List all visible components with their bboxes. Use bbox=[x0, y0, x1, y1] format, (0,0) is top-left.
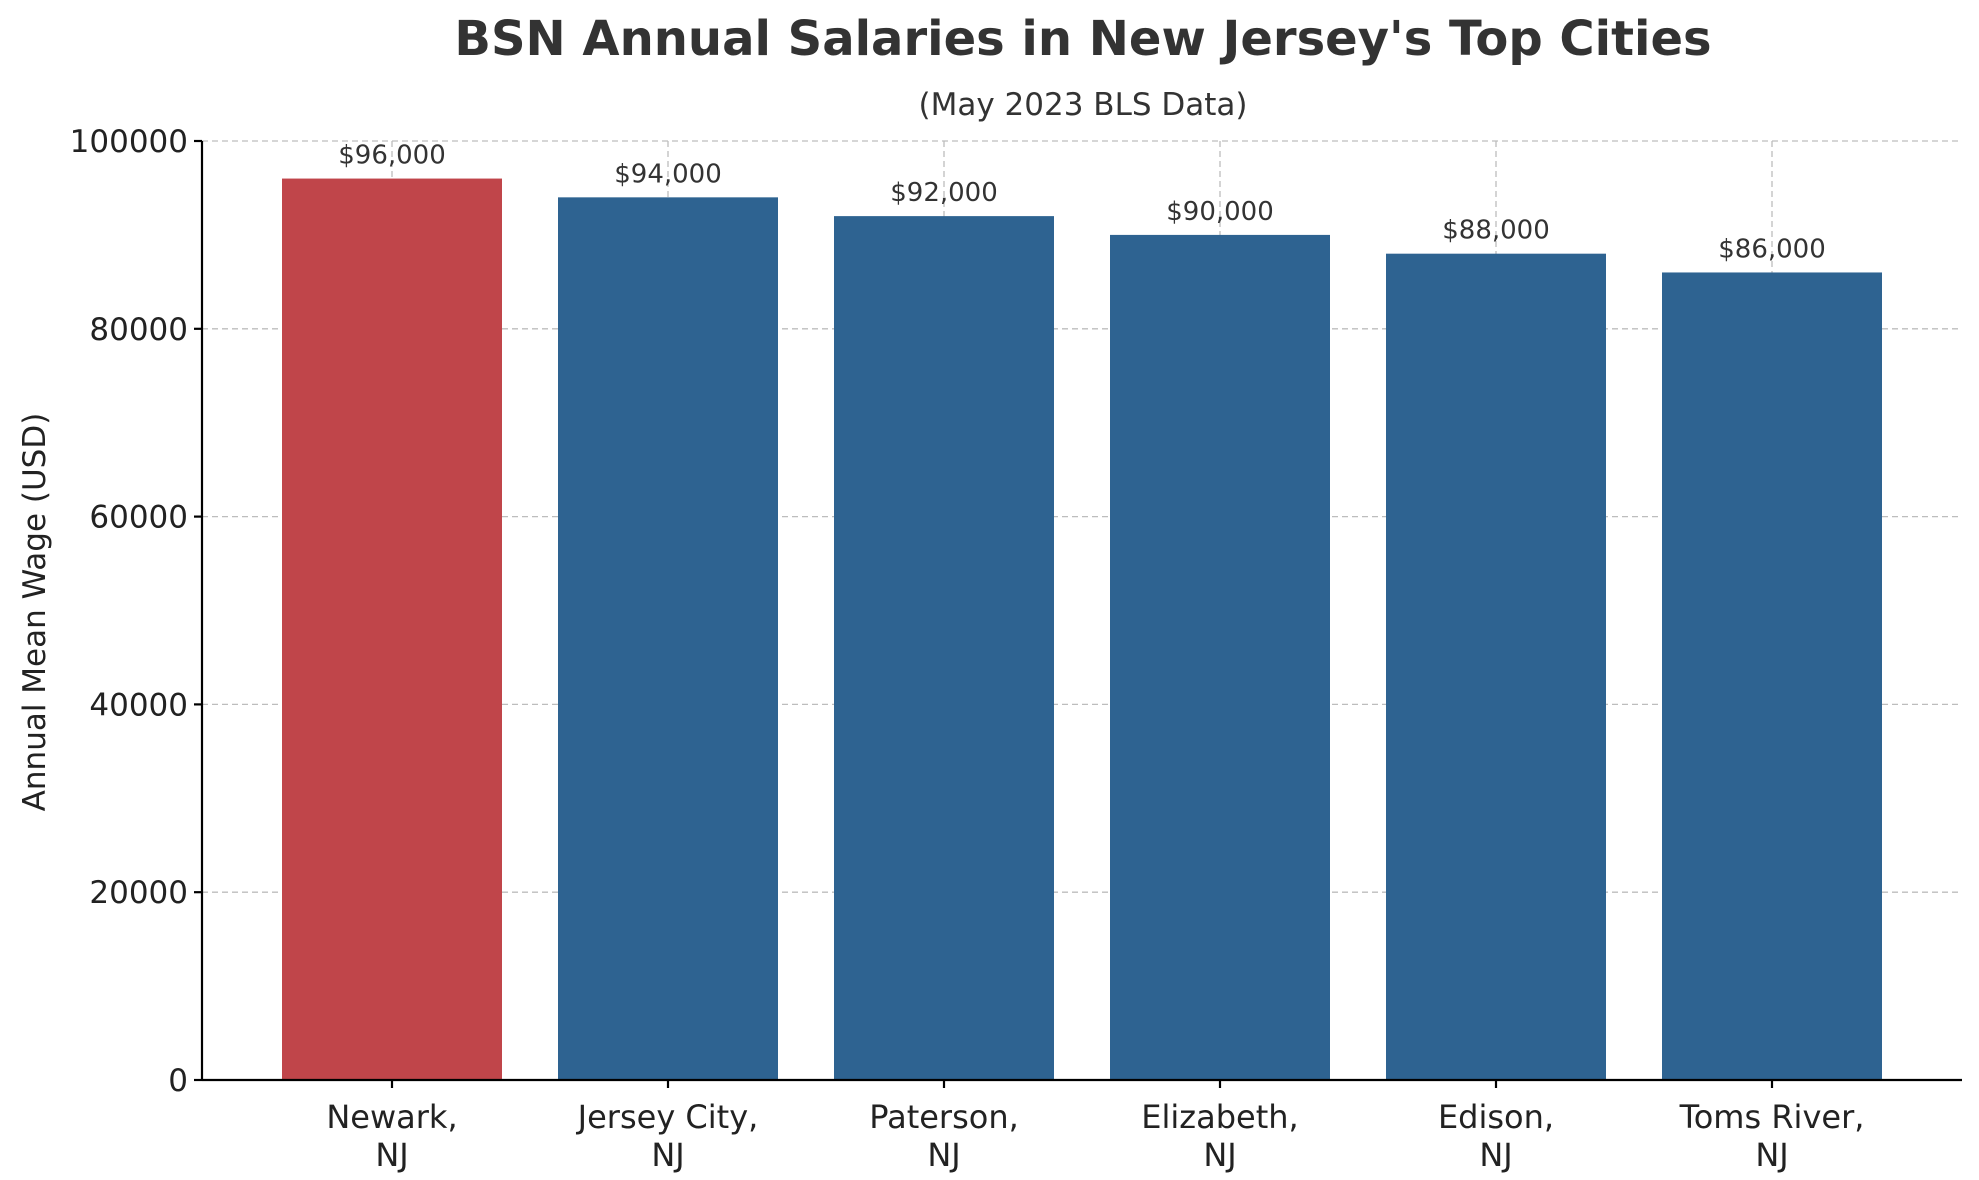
chart-subtitle: (May 2023 BLS Data) bbox=[919, 87, 1248, 123]
y-tick-label: 80000 bbox=[89, 312, 188, 348]
y-tick-label: 40000 bbox=[89, 687, 188, 723]
x-tick-label: Elizabeth, NJ bbox=[1141, 1098, 1298, 1174]
x-tick-label-line: NJ bbox=[927, 1136, 960, 1174]
x-tick-label-line: NJ bbox=[1203, 1136, 1236, 1174]
bar bbox=[282, 178, 502, 1080]
bar bbox=[1662, 272, 1882, 1081]
x-tick-label-line: NJ bbox=[375, 1136, 408, 1174]
data-label: $86,000 bbox=[1718, 234, 1826, 264]
axes bbox=[194, 139, 1962, 1088]
x-tick-label-line: NJ bbox=[1479, 1136, 1512, 1174]
y-tick-label: 20000 bbox=[89, 875, 188, 911]
y-tick-label: 60000 bbox=[89, 500, 188, 536]
x-tick-label-line: Paterson, bbox=[869, 1098, 1019, 1136]
y-tick-label: 0 bbox=[168, 1063, 188, 1099]
x-tick-label-line: Jersey City, bbox=[576, 1098, 759, 1136]
x-tick-label: Paterson, NJ bbox=[869, 1098, 1019, 1174]
bar bbox=[558, 197, 778, 1081]
data-label: $92,000 bbox=[890, 178, 998, 208]
data-label: $88,000 bbox=[1442, 216, 1550, 246]
x-tick-label-line: NJ bbox=[651, 1136, 684, 1174]
x-tick-label: Edison, NJ bbox=[1438, 1098, 1554, 1174]
bar bbox=[834, 216, 1054, 1080]
data-label: $96,000 bbox=[338, 141, 446, 171]
data-label: $94,000 bbox=[614, 159, 722, 189]
bars bbox=[282, 178, 1882, 1081]
x-tick-label: Jersey City, NJ bbox=[576, 1098, 759, 1174]
x-tick-label: Toms River, NJ bbox=[1679, 1098, 1865, 1174]
x-tick-label-line: Newark, bbox=[326, 1098, 457, 1136]
bar bbox=[1386, 253, 1606, 1080]
x-tick-label-line: Edison, bbox=[1438, 1098, 1554, 1136]
y-tick-label: 100000 bbox=[70, 124, 188, 160]
x-tick-label-line: Toms River, bbox=[1679, 1098, 1865, 1136]
y-axis-label: Annual Mean Wage (USD) bbox=[17, 413, 53, 812]
x-tick-label: Newark, NJ bbox=[326, 1098, 457, 1174]
chart-title: BSN Annual Salaries in New Jersey's Top … bbox=[454, 11, 1711, 67]
x-tick-label-line: NJ bbox=[1755, 1136, 1788, 1174]
bar bbox=[1110, 234, 1330, 1080]
data-label: $90,000 bbox=[1166, 197, 1274, 227]
x-tick-label-line: Elizabeth, bbox=[1141, 1098, 1298, 1136]
